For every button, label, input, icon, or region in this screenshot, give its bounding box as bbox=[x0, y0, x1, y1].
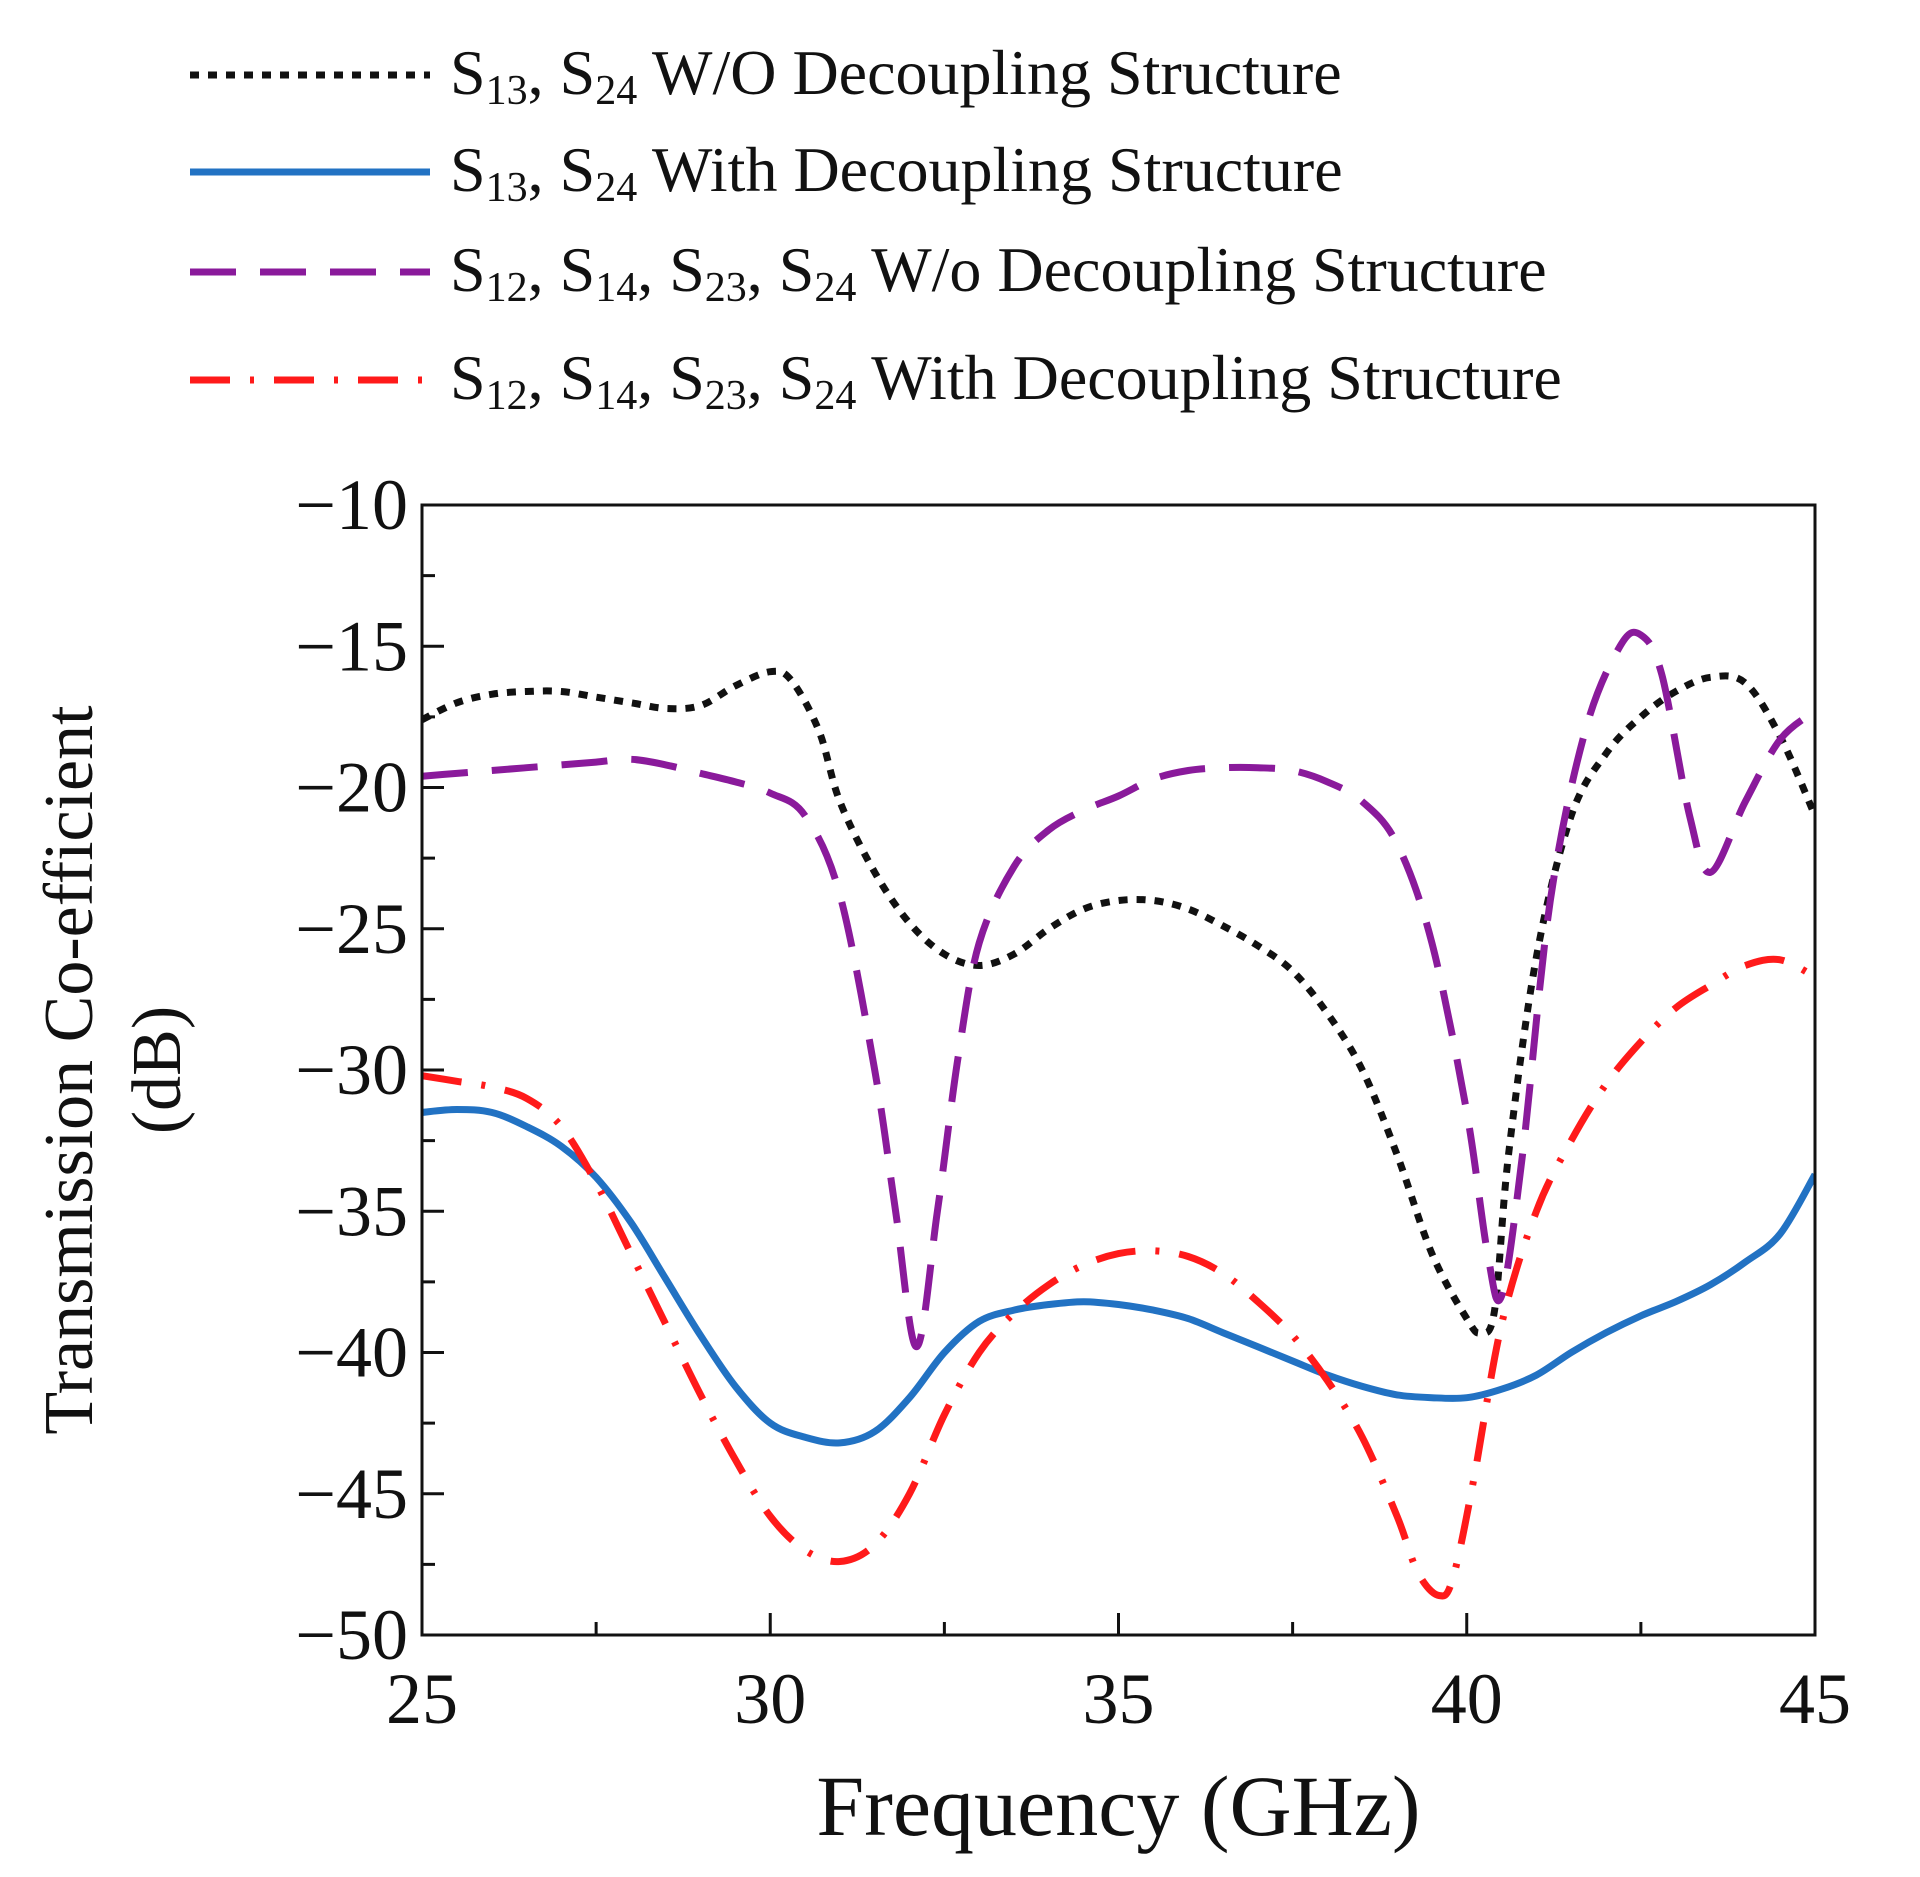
y-axis-label: Transmission Co-efficient bbox=[31, 705, 108, 1435]
legend-label: S12, S14, S23, S24 W/o Decoupling Struct… bbox=[450, 233, 1547, 311]
x-axis-label: Frequency (GHz) bbox=[816, 1758, 1420, 1854]
y-axis-label-unit: (dB) bbox=[119, 1006, 196, 1134]
legend-entry: S12, S14, S23, S24 With Decoupling Struc… bbox=[450, 330, 1562, 430]
series-s13-s24-with-decoupling bbox=[422, 1105, 1815, 1447]
series-s13-s24-without-decoupling bbox=[422, 667, 1815, 1337]
legend-entry: S13, S24 With Decoupling Structure bbox=[450, 122, 1343, 222]
y-tick-label: −25 bbox=[295, 889, 408, 969]
y-tick-label: −45 bbox=[295, 1454, 408, 1534]
x-tick-label: 35 bbox=[1083, 1659, 1155, 1739]
x-tick-label: 40 bbox=[1431, 1659, 1503, 1739]
series-s12-s14-s23-s24-with-decoupling bbox=[422, 955, 1815, 1600]
legend bbox=[190, 71, 430, 384]
x-tick-label: 25 bbox=[386, 1659, 458, 1739]
legend-entry: S13, S24 W/O Decoupling Structure bbox=[450, 25, 1342, 125]
legend-label: S12, S14, S23, S24 With Decoupling Struc… bbox=[450, 341, 1562, 419]
y-tick-label: −10 bbox=[295, 465, 408, 545]
legend-label: S13, S24 W/O Decoupling Structure bbox=[450, 36, 1342, 114]
axes: 25 30 35 40 45 −10 −15 −20 −25 −30 −35 −40 −45 −50 Fre… bbox=[31, 465, 1851, 1854]
y-tick-label: −35 bbox=[295, 1171, 408, 1251]
y-tick-label: −50 bbox=[295, 1595, 408, 1675]
legend-label: S13, S24 With Decoupling Structure bbox=[450, 133, 1343, 211]
legend-entry: S12, S14, S23, S24 W/o Decoupling Struct… bbox=[450, 222, 1547, 322]
y-tick-label: −20 bbox=[295, 748, 408, 828]
series-layer bbox=[422, 628, 1815, 1600]
series-s12-s14-s23-s24-without-decoupling bbox=[422, 628, 1815, 1351]
x-tick-label: 45 bbox=[1779, 1659, 1851, 1739]
y-tick-label: −15 bbox=[295, 606, 408, 686]
y-tick-label: −40 bbox=[295, 1313, 408, 1393]
x-tick-label: 30 bbox=[734, 1659, 806, 1739]
y-tick-label: −30 bbox=[295, 1030, 408, 1110]
